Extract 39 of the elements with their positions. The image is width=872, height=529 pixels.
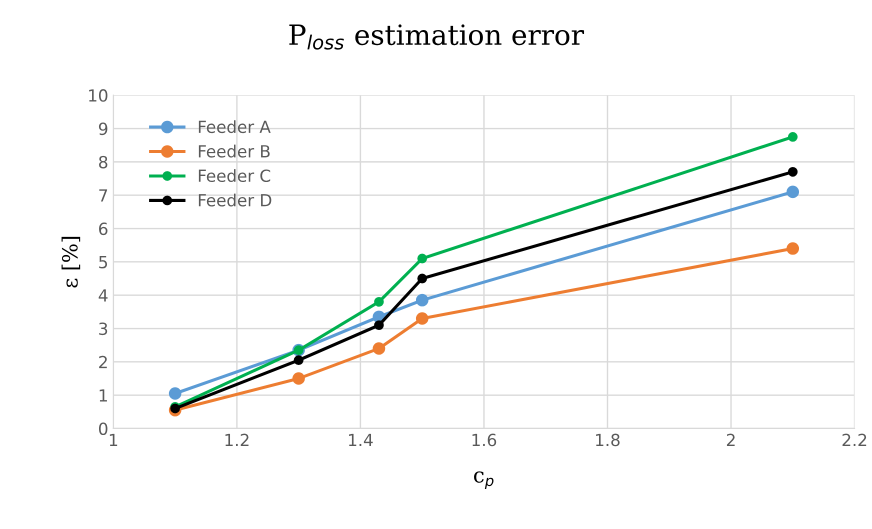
legend-label: Feeder B [198, 144, 270, 158]
y-axis-title: ε [%] [62, 236, 80, 288]
x-tick-label: 2 [726, 434, 735, 446]
point [294, 355, 304, 366]
x-axis-title: c$_{p}$ [474, 471, 494, 489]
legend-label: Feeder D [198, 194, 272, 207]
point [417, 254, 428, 264]
point [416, 294, 428, 306]
point [374, 296, 384, 307]
point [292, 372, 305, 385]
legend-label: Feeder C [198, 169, 270, 182]
x-tick-label: 1.4 [349, 434, 373, 446]
y-tick-label: 2 [99, 356, 107, 368]
chart-title: P$_{loss}$ estimation error [289, 24, 584, 50]
x-tick-label: 1.2 [225, 434, 248, 446]
y-tick-label: 5 [99, 256, 108, 268]
y-tick-label: 4 [98, 289, 108, 302]
point [788, 132, 798, 142]
y-tick-label: 7 [99, 189, 108, 202]
y-tick-label: 6 [99, 222, 108, 236]
legend-label: Feeder A [198, 120, 271, 134]
y-tick-label: 8 [99, 156, 108, 168]
x-tick-label: 2.2 [842, 434, 866, 446]
point [372, 342, 386, 355]
y-tick-label: 1 [100, 389, 107, 402]
y-tick-label: 0 [98, 422, 108, 436]
x-tick-label: 1.8 [596, 434, 620, 446]
point [786, 242, 800, 255]
point [416, 312, 428, 325]
point [788, 167, 798, 177]
point [168, 387, 182, 400]
y-tick-label: 9 [98, 122, 108, 136]
point [417, 274, 428, 284]
x-tick-label: 1 [110, 434, 118, 446]
x-tick-label: 1.6 [472, 434, 496, 446]
y-tick-label: 3 [99, 322, 108, 336]
point [786, 186, 800, 198]
y-tick-label: 10 [89, 89, 108, 102]
point [374, 320, 384, 330]
